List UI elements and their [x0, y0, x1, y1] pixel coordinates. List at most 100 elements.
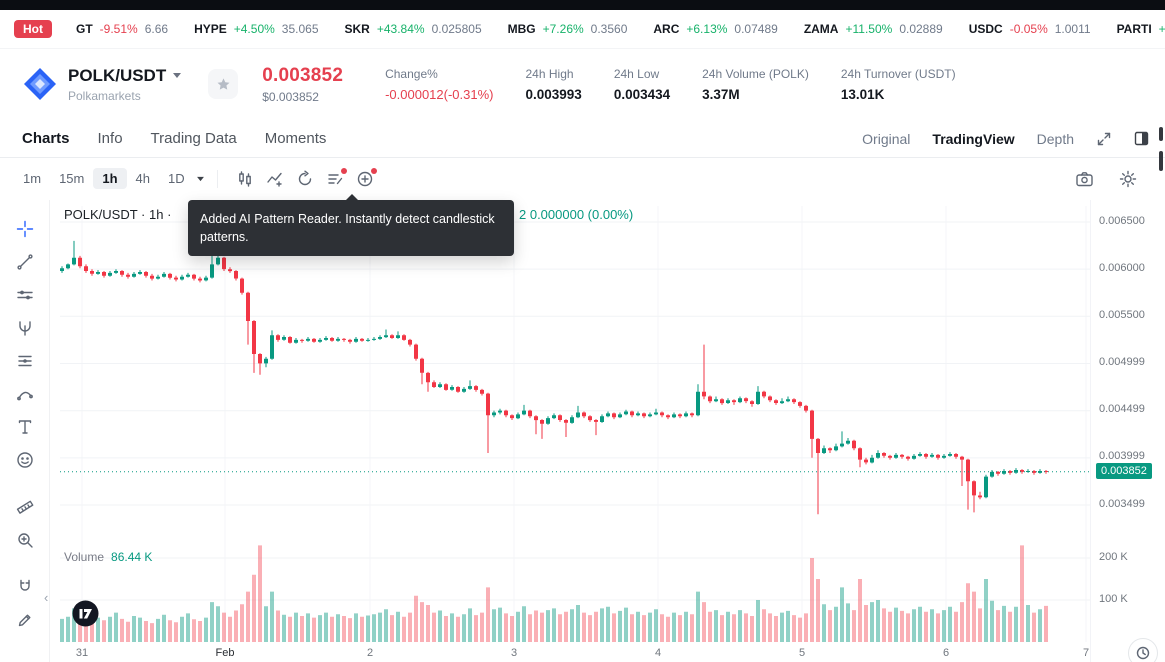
- tab-info[interactable]: Info: [97, 130, 123, 147]
- stat-high: 24h High 0.003993: [526, 67, 582, 102]
- candle-bodies-up: [60, 257, 1042, 498]
- measure-tool[interactable]: [8, 490, 42, 523]
- ai-pattern-reader-button[interactable]: [320, 166, 350, 192]
- plus-circle-icon: [357, 171, 372, 186]
- tradingview-logo[interactable]: [72, 600, 99, 632]
- price-tick: 0.006000: [1099, 262, 1145, 274]
- interval-1d[interactable]: 1D: [168, 171, 185, 186]
- chart-mode-depth[interactable]: Depth: [1036, 130, 1074, 147]
- chevron-down-icon: [173, 73, 182, 78]
- ticker-change: +6.13%: [686, 22, 728, 36]
- ticker-item[interactable]: ZAMA +11.50% 0.02889: [804, 22, 943, 36]
- chart-settings-button[interactable]: [1113, 166, 1143, 192]
- ai-pattern-tooltip: Added AI Pattern Reader. Instantly detec…: [188, 193, 514, 257]
- chat-float-button[interactable]: [1128, 638, 1158, 662]
- brush-tool[interactable]: [8, 377, 42, 410]
- interval-1m[interactable]: 1m: [23, 171, 42, 186]
- volume-legend[interactable]: Volume 86.44 K: [64, 550, 152, 564]
- hot-badge[interactable]: Hot: [14, 20, 52, 38]
- magnifier-icon: [17, 532, 33, 548]
- chart-mode-original[interactable]: Original: [862, 130, 911, 147]
- grid-horizontal: [60, 221, 1090, 601]
- emoji-tool[interactable]: [8, 443, 42, 476]
- pair-header: POLK/USDT Polkamarkets 0.003852 $0.00385…: [0, 48, 1165, 120]
- zoom-tool[interactable]: [8, 523, 42, 556]
- scrollbar-fragment[interactable]: [1159, 151, 1163, 171]
- top-window-strip: [0, 0, 1165, 10]
- pair-name[interactable]: POLK/USDT: [68, 65, 167, 85]
- candlestick-chart[interactable]: [50, 200, 1090, 662]
- text-tool[interactable]: [8, 410, 42, 443]
- crosshair-tool[interactable]: [8, 212, 42, 245]
- indicator-icon: [266, 172, 282, 187]
- time-tick: 31: [75, 647, 89, 659]
- ticker-symbol: PARTI: [1116, 22, 1152, 36]
- ticker-item[interactable]: SKR +43.84% 0.025805: [345, 22, 482, 36]
- tabs-row: Charts Info Trading Data Moments Origina…: [0, 120, 1165, 158]
- volume-tick: 200 K: [1099, 551, 1128, 563]
- ticker-item[interactable]: MBG +7.26% 0.3560: [508, 22, 628, 36]
- time-axis[interactable]: 31 Feb 2 3 4 5 6 7: [50, 647, 1090, 662]
- ticker-price: 35.065: [281, 22, 319, 36]
- chart-mode-tradingview[interactable]: TradingView: [932, 130, 1015, 147]
- ticker-item[interactable]: PARTI+15.64%0.08531: [1117, 22, 1165, 36]
- screenshot-button[interactable]: [1069, 166, 1099, 192]
- grid-vertical: [81, 206, 1087, 642]
- pencil-icon: [18, 614, 30, 626]
- favorite-button[interactable]: [208, 69, 239, 99]
- chart-legend[interactable]: POLK/USDT · 1h ·: [64, 207, 172, 222]
- price-tick: 0.004499: [1099, 403, 1145, 415]
- ticker-symbol: HYPE: [194, 22, 227, 36]
- last-price: 0.003852: [262, 64, 344, 86]
- chevron-down-icon: [196, 176, 204, 181]
- ticker-symbol: GT: [76, 22, 93, 36]
- tab-charts[interactable]: Charts: [22, 130, 70, 147]
- ticker-price: 0.025805: [431, 22, 482, 36]
- indicators-button[interactable]: [260, 166, 290, 192]
- replay-button[interactable]: [290, 166, 320, 192]
- interval-15m[interactable]: 15m: [59, 171, 85, 186]
- ticker-symbol: ARC: [653, 22, 680, 36]
- price-usd: $0.003852: [262, 89, 319, 104]
- add-widget-button[interactable]: [350, 166, 380, 192]
- toolbar-collapse-handle[interactable]: ‹: [44, 590, 49, 605]
- scrollbar-fragment[interactable]: [1159, 127, 1163, 141]
- stat-volume: 24h Volume (POLK) 3.37M: [702, 67, 809, 102]
- interval-4h[interactable]: 4h: [135, 171, 150, 186]
- crosshair-icon: [16, 220, 33, 237]
- time-tick: 3: [510, 647, 518, 659]
- magnet-icon: [19, 579, 30, 591]
- ticker-item[interactable]: USDC -0.05% 1.0011: [969, 22, 1091, 36]
- stat-low-label: 24h Low: [613, 66, 660, 81]
- time-tick: 6: [942, 647, 950, 659]
- tab-moments[interactable]: Moments: [264, 130, 327, 147]
- pitchfork-tool[interactable]: [8, 311, 42, 344]
- chart-toolbar: 1m 15m 1h 4h 1D: [0, 157, 1165, 200]
- ticker-change: +15.64%: [1158, 22, 1165, 36]
- interval-1h[interactable]: 1h: [93, 168, 127, 189]
- draw-tool[interactable]: [8, 603, 42, 636]
- volume-bars-up: [60, 579, 1042, 642]
- panel-icon: [1134, 131, 1149, 146]
- chart-type-button[interactable]: [230, 166, 260, 192]
- magnet-tool[interactable]: [8, 570, 42, 603]
- ticker-change: -9.51%: [99, 22, 138, 36]
- fib-retracement-tool[interactable]: [8, 344, 42, 377]
- layout-panel-button[interactable]: [1134, 131, 1149, 146]
- fullscreen-button[interactable]: [1096, 131, 1112, 147]
- tab-trading-data[interactable]: Trading Data: [150, 130, 237, 147]
- ticker-item[interactable]: HYPE +4.50% 35.065: [194, 22, 318, 36]
- polkamarkets-logo: [24, 68, 56, 100]
- price-axis[interactable]: 0.003852 0.006500 0.006000 0.005500 0.00499…: [1090, 200, 1165, 662]
- ticker-item[interactable]: ARC +6.13% 0.07489: [653, 22, 777, 36]
- parallel-channel-tool[interactable]: [8, 278, 42, 311]
- pair-block[interactable]: POLK/USDT Polkamarkets: [68, 66, 182, 103]
- price-block: 0.003852 $0.003852: [262, 65, 343, 104]
- text-icon: [18, 419, 31, 434]
- fib-icon: [17, 355, 32, 366]
- interval-dropdown-button[interactable]: [196, 176, 205, 182]
- ticker-item[interactable]: GT -9.51% 6.66: [76, 22, 168, 36]
- gear-icon: [1119, 170, 1137, 187]
- smiley-icon: [16, 451, 33, 468]
- trend-line-tool[interactable]: [8, 245, 42, 278]
